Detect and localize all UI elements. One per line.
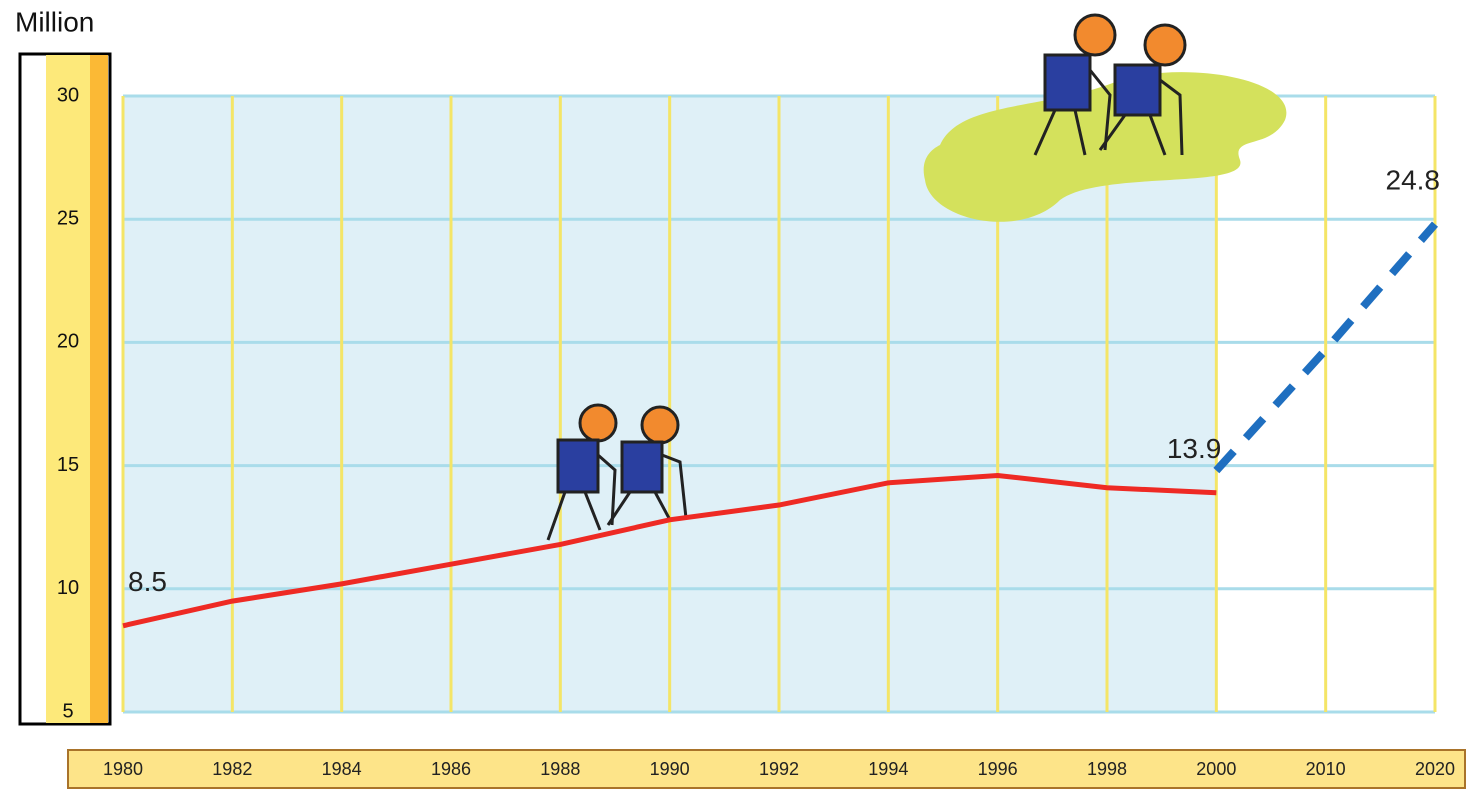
chart: Million 5 10 15 20 25 30 1980 1982 1984 1986 1988 1… [0, 0, 1470, 790]
data-label: 8.5 [128, 566, 167, 597]
x-tick-label: 1998 [1087, 759, 1127, 779]
x-tick-label: 1996 [978, 759, 1018, 779]
x-tick-label: 2020 [1415, 759, 1455, 779]
x-tick-label: 1990 [650, 759, 690, 779]
x-tick-label: 1988 [540, 759, 580, 779]
data-label: 24.8 [1386, 165, 1441, 196]
x-tick-label: 2000 [1196, 759, 1236, 779]
x-tick-label: 1984 [322, 759, 362, 779]
x-tick-label: 1982 [212, 759, 252, 779]
y-tick-label: 15 [57, 454, 79, 476]
page: Million 5 10 15 20 25 30 1980 1982 1984 1986 1988 1… [0, 0, 1470, 790]
x-tick-label: 1980 [103, 759, 143, 779]
y-tick-label: 20 [57, 331, 79, 353]
x-tick-label: 1986 [431, 759, 471, 779]
y-tick-label: 5 [62, 700, 73, 722]
ruler-stripe [46, 55, 90, 723]
ruler-stripe [90, 55, 108, 723]
y-tick-label: 10 [57, 577, 79, 599]
x-tick-label: 2010 [1306, 759, 1346, 779]
y-tick-label: 25 [57, 207, 79, 229]
x-tick-label: 1992 [759, 759, 799, 779]
y-axis-label: Million [15, 6, 94, 37]
y-tick-label: 30 [57, 84, 79, 106]
data-label: 13.9 [1167, 433, 1222, 464]
x-tick-label: 1994 [868, 759, 908, 779]
